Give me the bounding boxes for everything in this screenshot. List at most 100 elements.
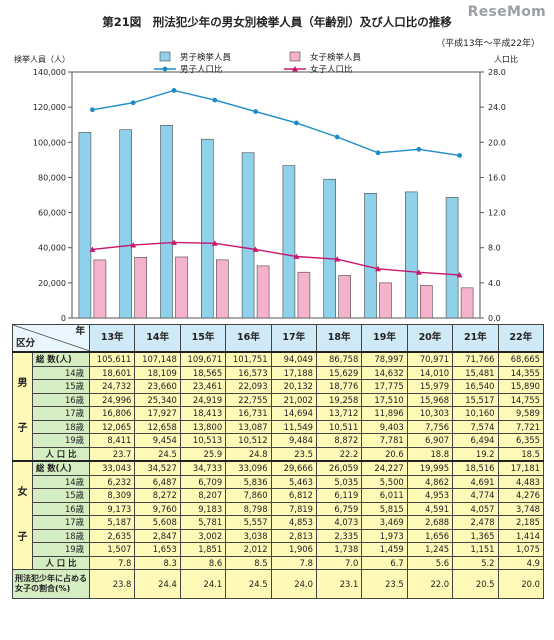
- male-ratio-point: [294, 120, 299, 126]
- female-value-cell: 2,185: [497, 515, 545, 530]
- male-ratio-point: [212, 97, 218, 103]
- female-value-cell: 4,073: [315, 515, 363, 530]
- male-value-cell: 15,481: [452, 365, 499, 380]
- male-value-cell: 18,413: [179, 406, 227, 421]
- male-value-cell: 16,806: [88, 406, 136, 421]
- male-value-cell: 24,732: [88, 379, 136, 394]
- table-row: 19歳 1,507 1,653 1,851 2,012 1,906 1,738 1,459 1,…: [13, 542, 545, 557]
- male-value-cell: 14,355: [497, 365, 545, 380]
- female-share-value-cell: 20.5: [452, 569, 499, 599]
- female-value-cell: 29,666: [270, 460, 317, 476]
- legend-label: 女子人口比: [310, 64, 353, 75]
- male-value-cell: 15,629: [315, 365, 363, 380]
- female-share-value-cell: 24.0: [270, 569, 317, 599]
- male-group-cell: 男子: [12, 351, 33, 462]
- table-row: 18歳 12,065 12,658 13,800 13,087 11,549 10,511 9…: [13, 419, 545, 434]
- female-value-cell: 5,815: [361, 501, 408, 516]
- female-bar: [379, 282, 392, 319]
- year-header-cell: 17年: [270, 324, 317, 353]
- female-value-cell: 4,591: [406, 501, 454, 516]
- female-ratio-point: [415, 269, 422, 275]
- male-bar: [160, 124, 173, 319]
- female-ratio-point: [456, 271, 463, 278]
- male-row-label: 18歳: [32, 419, 90, 434]
- male-value-cell: 10,160: [452, 406, 499, 421]
- female-value-cell: 1,459: [361, 542, 408, 557]
- female-value-cell: 6,232: [88, 474, 136, 489]
- male-value-cell: 17,188: [270, 365, 317, 380]
- female-value-cell: 4,953: [406, 488, 454, 503]
- figure-title: 第21図 刑法犯少年の男女別検挙人員（年齢別）及び人口比の推移: [102, 15, 452, 29]
- female-value-cell: 8.3: [134, 555, 181, 570]
- female-row-label: 18歳: [32, 528, 90, 543]
- male-value-cell: 17,927: [134, 406, 181, 421]
- female-bar: [256, 265, 270, 319]
- male-value-cell: 101,751: [225, 351, 272, 367]
- male-ratio-point: [457, 153, 462, 158]
- female-value-cell: 2,478: [452, 515, 499, 530]
- female-ratio-point: [293, 253, 300, 259]
- female-value-cell: 6,487: [134, 474, 181, 489]
- year-header-cell: 14年: [134, 324, 181, 353]
- female-value-cell: 4,853: [270, 515, 317, 530]
- legend-label: 女子検挙人員: [310, 52, 362, 63]
- male-value-cell: 15,890: [497, 379, 545, 394]
- female-share-label: 刑法犯少年に占める女子の割合(%): [12, 569, 90, 599]
- male-group-label: 男: [17, 378, 28, 389]
- male-bar: [241, 152, 255, 319]
- female-value-cell: 7.0: [315, 555, 363, 570]
- male-value-cell: 17,775: [361, 379, 408, 394]
- female-value-cell: 9,173: [88, 501, 136, 516]
- male-bar: [78, 132, 92, 319]
- male-value-cell: 23,461: [179, 379, 227, 394]
- female-bar: [460, 287, 474, 319]
- male-value-cell: 11,896: [361, 406, 408, 421]
- female-ratio-point: [334, 256, 341, 262]
- female-value-cell: 5,781: [179, 515, 227, 530]
- male-value-cell: 10,512: [225, 433, 272, 448]
- male-value-cell: 22,755: [225, 392, 272, 407]
- right-tick-label: 4.0: [488, 279, 501, 288]
- female-value-cell: 34,527: [134, 460, 181, 476]
- male-value-cell: 18,601: [88, 365, 136, 380]
- male-ratio-point: [375, 150, 381, 156]
- male-value-cell: 20,132: [270, 379, 317, 394]
- legend-female-swatch: [289, 51, 301, 62]
- female-row-label: 総 数(人): [32, 460, 90, 476]
- female-share-value-cell: 23.1: [315, 569, 363, 599]
- female-value-cell: 5,187: [88, 515, 136, 530]
- female-value-cell: 8.5: [225, 555, 272, 570]
- male-value-cell: 15,517: [452, 392, 499, 407]
- male-bar: [445, 197, 459, 319]
- female-value-cell: 19,995: [406, 460, 454, 476]
- table-row: 女子総 数(人) 33,043 34,527 34,733 33,096 29,666 26…: [12, 460, 545, 570]
- male-value-cell: 16,573: [225, 365, 272, 380]
- female-bar: [419, 285, 433, 319]
- male-value-cell: 105,611: [88, 351, 136, 367]
- year-header-cell: 21年: [452, 324, 499, 353]
- male-value-cell: 25,340: [134, 392, 181, 407]
- right-axis-label: 人口比: [494, 54, 518, 64]
- left-tick-label: 140,000: [33, 68, 66, 77]
- table-row: 14歳 18,601 18,109 18,565 16,573 17,188 15,629 1…: [13, 365, 545, 380]
- male-value-cell: 9,403: [361, 419, 408, 434]
- table-row: 16歳 24,996 25,340 24,919 22,755 21,002 19,258 1…: [13, 392, 545, 407]
- male-value-cell: 71,766: [452, 351, 499, 367]
- female-value-cell: 33,096: [225, 460, 272, 476]
- male-value-cell: 22,093: [225, 379, 272, 394]
- data-table: 年区分 13年 14年 15年 16年 17年 18年 19年 20年 21年 22年男子総 数(人…: [12, 324, 545, 599]
- table-row: 15歳 8,309 8,272 8,207 7,860 6,812 6,119 6,011 4,…: [13, 488, 545, 503]
- left-tick-label: 40,000: [38, 244, 66, 253]
- female-bar: [297, 271, 311, 319]
- male-row-label: 15歳: [32, 379, 90, 394]
- table-header-row: 年区分 13年 14年 15年 16年 17年 18年 19年 20年 21年 22年: [12, 324, 545, 353]
- table-row: 男子総 数(人) 105,611 107,148 109,671 101,751 94,0…: [12, 351, 545, 462]
- female-value-cell: 4,276: [497, 488, 545, 503]
- male-value-cell: 94,049: [270, 351, 317, 367]
- female-value-cell: 4.9: [497, 555, 545, 570]
- male-group-label: 子: [17, 423, 28, 434]
- table-row: 17歳 5,187 5,608 5,781 5,557 4,853 4,073 3,469 2,…: [13, 515, 545, 530]
- female-value-cell: 6.7: [361, 555, 408, 570]
- male-value-cell: 13,712: [315, 406, 363, 421]
- male-value-cell: 19.2: [452, 446, 499, 462]
